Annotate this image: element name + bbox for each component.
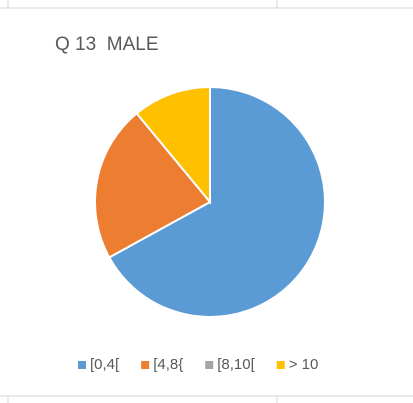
legend-label: [0,4[ — [90, 356, 120, 373]
legend-label: [4,8{ — [153, 356, 183, 373]
pie-slice — [94, 111, 212, 259]
pie-slice — [107, 85, 326, 318]
legend-marker — [276, 361, 285, 369]
legend-marker — [78, 361, 86, 369]
pie-slice — [135, 85, 211, 205]
chart-title: Q 13 MALE — [55, 34, 159, 55]
legend-label: > 10 — [289, 356, 319, 373]
legend-marker — [205, 361, 214, 369]
legend-label: [8,10[ — [217, 356, 255, 373]
legend-marker — [141, 361, 150, 369]
